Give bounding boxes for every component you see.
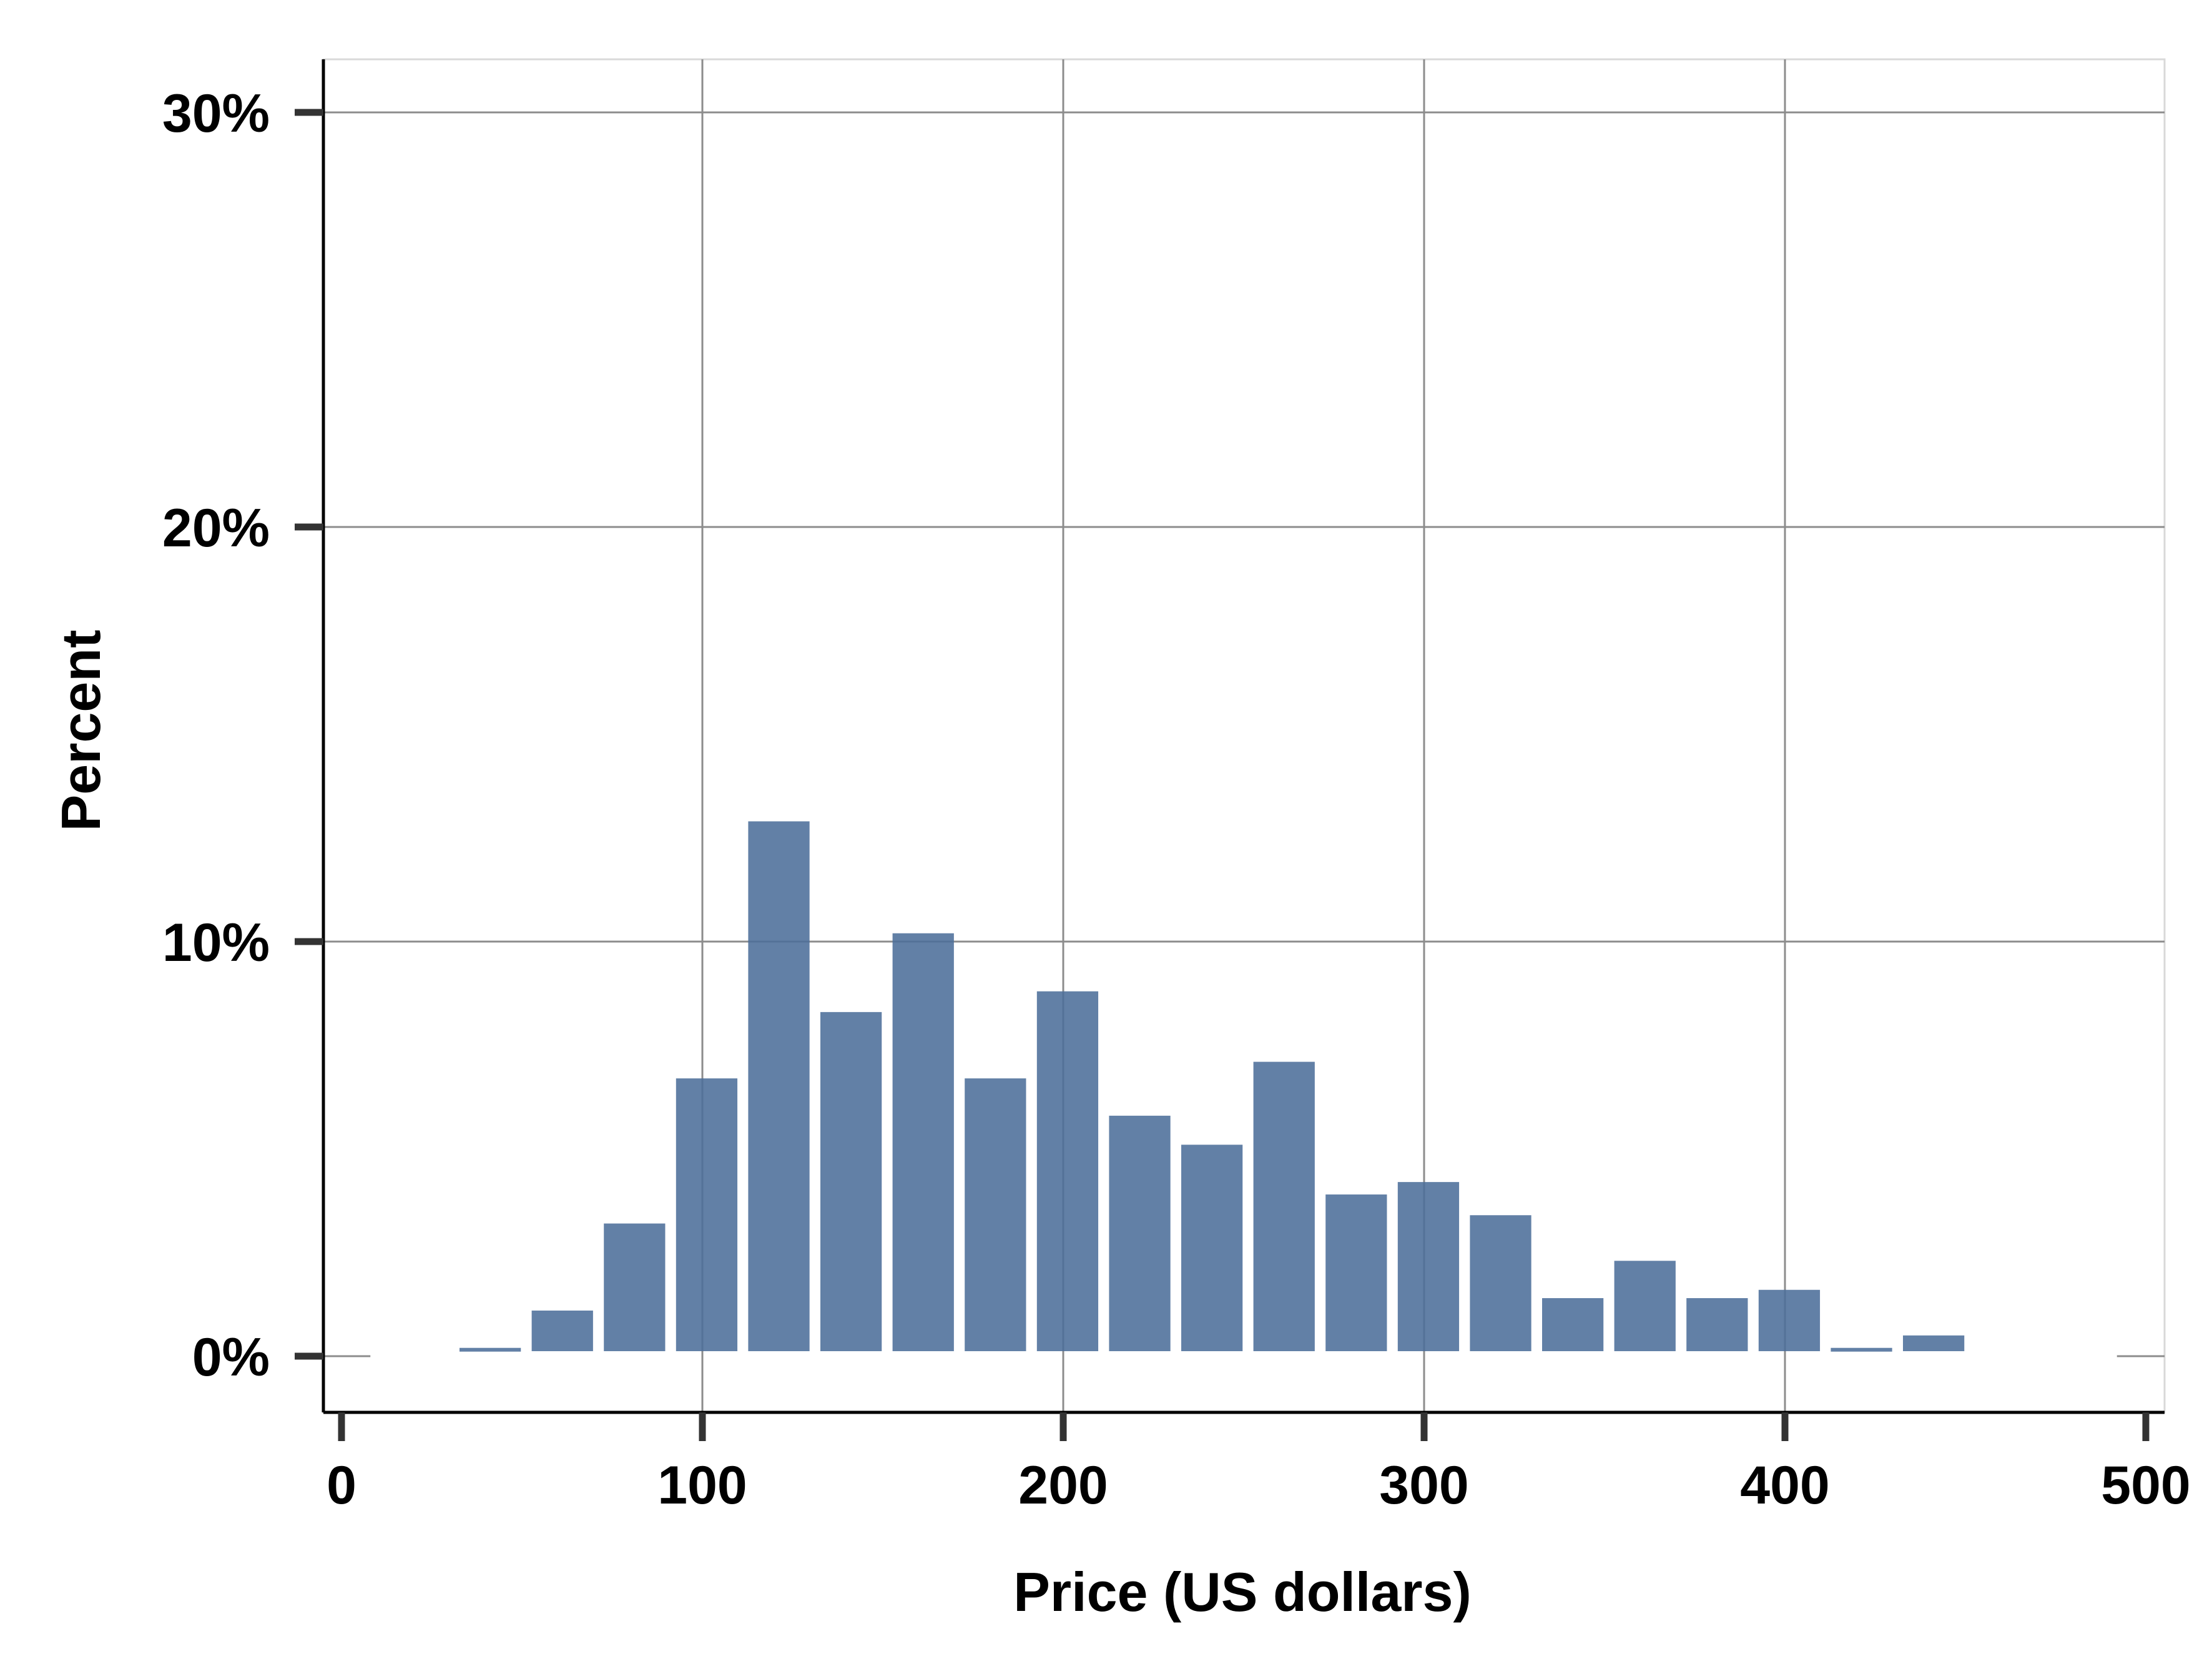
histogram-bar <box>1253 1061 1315 1351</box>
histogram-bar <box>1831 1347 1892 1352</box>
histogram-bar <box>604 1223 666 1351</box>
histogram-bar <box>1470 1215 1531 1351</box>
histogram-bar <box>1903 1335 1965 1351</box>
x-axis-title: Price (US dollars) <box>1013 1561 1472 1623</box>
histogram-bar <box>820 1012 882 1351</box>
x-tick-label: 300 <box>1379 1455 1469 1515</box>
histogram-bar <box>965 1078 1026 1351</box>
x-tick-label: 100 <box>657 1455 747 1515</box>
histogram-bar <box>460 1347 521 1352</box>
histogram-bar <box>676 1078 738 1351</box>
y-tick-label: 0% <box>192 1327 270 1387</box>
y-tick-label: 20% <box>162 498 270 558</box>
x-tick-label: 0 <box>327 1455 356 1515</box>
axes <box>295 59 2165 1441</box>
histogram-bar <box>1758 1289 1821 1351</box>
histogram-bar <box>1181 1145 1243 1351</box>
histogram-bar <box>1036 991 1099 1351</box>
histogram-bar <box>748 821 810 1351</box>
histogram-bar <box>1542 1298 1604 1351</box>
histogram-bar <box>1325 1194 1387 1351</box>
x-tick-label: 500 <box>2101 1455 2191 1515</box>
histogram-bar <box>1686 1298 1748 1351</box>
histogram-bar <box>1397 1182 1460 1351</box>
histogram-bar <box>531 1310 593 1351</box>
tick-labels: 0% 10% 20% 30% 0 100 200 300 400 500 <box>162 84 2191 1515</box>
bars <box>460 821 1965 1352</box>
y-tick-label: 30% <box>162 84 270 144</box>
histogram-bar <box>892 933 954 1351</box>
y-tick-label: 10% <box>162 913 270 973</box>
x-tick-label: 400 <box>1740 1455 1830 1515</box>
histogram-bar <box>1109 1115 1171 1351</box>
plot-frame <box>322 58 2166 1414</box>
x-tick-label: 200 <box>1018 1455 1108 1515</box>
grid <box>322 58 2166 1414</box>
histogram-bar <box>1614 1261 1676 1351</box>
y-axis-title: Percent <box>50 630 112 832</box>
